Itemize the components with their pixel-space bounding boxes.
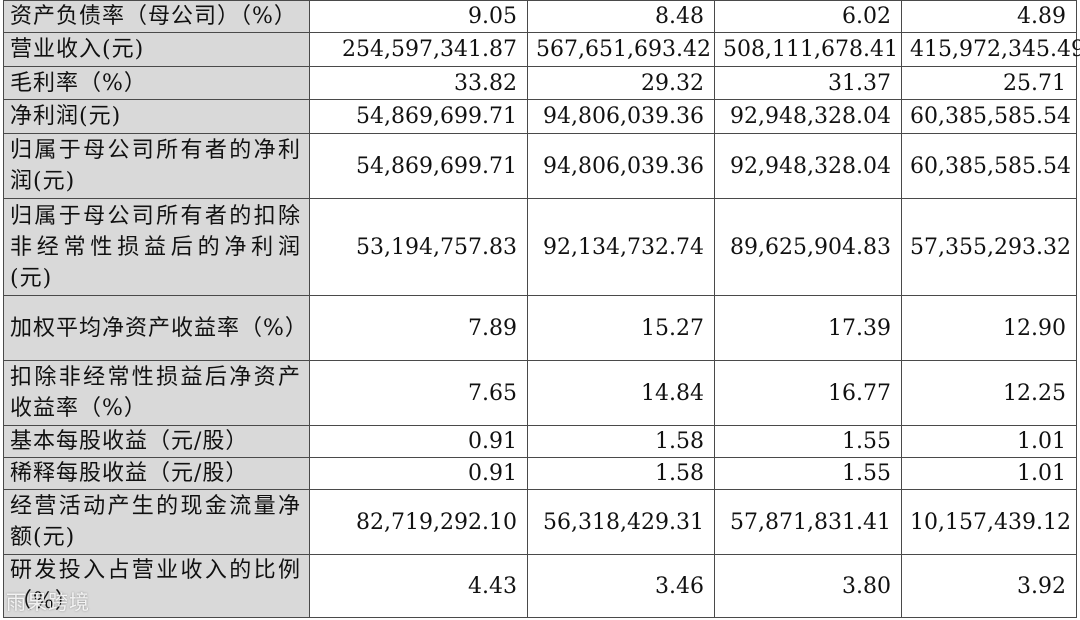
value-cell: 54,869,699.71 <box>309 133 528 199</box>
value-cell: 508,111,678.41 <box>714 32 902 67</box>
value-cell: 3.92 <box>901 554 1077 618</box>
value-cell: 7.89 <box>309 295 528 361</box>
value-cell: 53,194,757.83 <box>309 198 528 296</box>
row-label: 扣除非经常性损益后净资产收益率（%） <box>3 360 310 426</box>
value-cell: 12.25 <box>901 360 1077 426</box>
value-cell: 29.32 <box>527 66 715 100</box>
value-cell: 89,625,904.83 <box>714 198 902 296</box>
table-row: 净利润(元) 54,869,699.71 94,806,039.36 92,94… <box>3 99 1077 134</box>
row-label: 归属于母公司所有者的净利润(元) <box>3 133 310 199</box>
row-label: 归属于母公司所有者的扣除非经常性损益后的净利润(元) <box>3 198 310 296</box>
row-label: 加权平均净资产收益率（%） <box>3 295 310 361</box>
value-cell: 92,134,732.74 <box>527 198 715 296</box>
value-cell: 415,972,345.49 <box>901 32 1080 67</box>
row-label: 研发投入占营业收入的比例（%） <box>3 554 310 618</box>
value-cell: 7.65 <box>309 360 528 426</box>
value-cell: 56,318,429.31 <box>527 489 715 555</box>
value-cell: 4.89 <box>901 0 1077 33</box>
value-cell: 94,806,039.36 <box>527 99 715 134</box>
table-row: 归属于母公司所有者的净利润(元) 54,869,699.71 94,806,03… <box>3 133 1077 199</box>
row-label: 毛利率（%） <box>3 66 310 100</box>
value-cell: 254,597,341.87 <box>309 32 528 67</box>
row-label: 经营活动产生的现金流量净额(元) <box>3 489 310 555</box>
table-row: 研发投入占营业收入的比例（%） 4.43 3.46 3.80 3.92 <box>3 554 1077 618</box>
value-cell: 1.58 <box>527 457 715 490</box>
row-label: 基本每股收益（元/股） <box>3 425 310 458</box>
value-cell: 1.01 <box>901 457 1077 490</box>
value-cell: 60,385,585.54 <box>901 99 1077 134</box>
value-cell: 54,869,699.71 <box>309 99 528 134</box>
value-cell: 57,355,293.32 <box>901 198 1077 296</box>
row-label: 营业收入(元) <box>3 32 310 67</box>
table-row: 基本每股收益（元/股） 0.91 1.58 1.55 1.01 <box>3 425 1077 458</box>
table-row: 归属于母公司所有者的扣除非经常性损益后的净利润(元) 53,194,757.83… <box>3 198 1077 296</box>
row-label: 资产负债率（母公司）（%） <box>3 0 310 33</box>
value-cell: 25.71 <box>901 66 1077 100</box>
value-cell: 60,385,585.54 <box>901 133 1077 199</box>
value-cell: 1.55 <box>714 457 902 490</box>
table-row: 经营活动产生的现金流量净额(元) 82,719,292.10 56,318,42… <box>3 489 1077 555</box>
value-cell: 33.82 <box>309 66 528 100</box>
value-cell: 3.46 <box>527 554 715 618</box>
table-row: 扣除非经常性损益后净资产收益率（%） 7.65 14.84 16.77 12.2… <box>3 360 1077 426</box>
table-row: 营业收入(元) 254,597,341.87 567,651,693.42 50… <box>3 32 1080 67</box>
row-label: 稀释每股收益（元/股） <box>3 457 310 490</box>
value-cell: 3.80 <box>714 554 902 618</box>
value-cell: 567,651,693.42 <box>527 32 715 67</box>
financial-indicators-table: 资产负债率（母公司）（%） 9.05 8.48 6.02 4.89 营业收入(元… <box>3 0 1080 618</box>
value-cell: 31.37 <box>714 66 902 100</box>
value-cell: 92,948,328.04 <box>714 133 902 199</box>
value-cell: 8.48 <box>527 0 715 33</box>
value-cell: 1.58 <box>527 425 715 458</box>
table-row: 稀释每股收益（元/股） 0.91 1.58 1.55 1.01 <box>3 457 1077 490</box>
table-row: 毛利率（%） 33.82 29.32 31.37 25.71 <box>3 66 1077 100</box>
value-cell: 6.02 <box>714 0 902 33</box>
value-cell: 57,871,831.41 <box>714 489 902 555</box>
value-cell: 1.55 <box>714 425 902 458</box>
value-cell: 10,157,439.12 <box>901 489 1077 555</box>
value-cell: 12.90 <box>901 295 1077 361</box>
value-cell: 4.43 <box>309 554 528 618</box>
table-row: 加权平均净资产收益率（%） 7.89 15.27 17.39 12.90 <box>3 295 1077 361</box>
value-cell: 94,806,039.36 <box>527 133 715 199</box>
value-cell: 92,948,328.04 <box>714 99 902 134</box>
value-cell: 82,719,292.10 <box>309 489 528 555</box>
value-cell: 17.39 <box>714 295 902 361</box>
value-cell: 15.27 <box>527 295 715 361</box>
value-cell: 0.91 <box>309 425 528 458</box>
watermark-logo: 雨果跨境 <box>6 590 90 614</box>
table-row: 资产负债率（母公司）（%） 9.05 8.48 6.02 4.89 <box>3 0 1077 33</box>
value-cell: 9.05 <box>309 0 528 33</box>
row-label: 净利润(元) <box>3 99 310 134</box>
value-cell: 1.01 <box>901 425 1077 458</box>
value-cell: 0.91 <box>309 457 528 490</box>
value-cell: 14.84 <box>527 360 715 426</box>
value-cell: 16.77 <box>714 360 902 426</box>
table-body: 资产负债率（母公司）（%） 9.05 8.48 6.02 4.89 营业收入(元… <box>3 0 1080 618</box>
